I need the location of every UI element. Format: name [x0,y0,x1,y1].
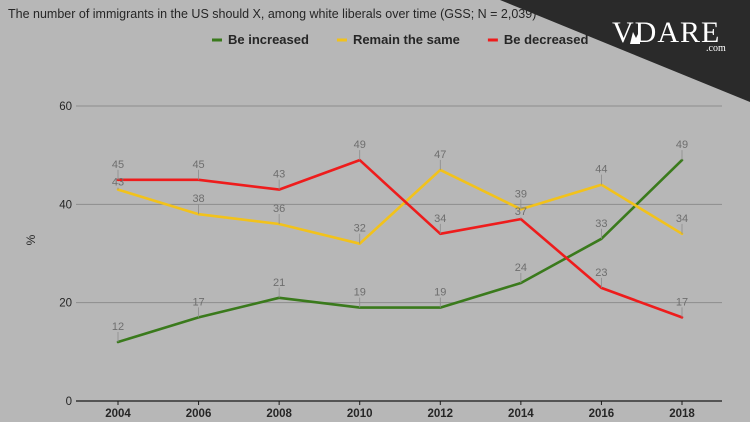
x-tick-label: 2018 [669,408,695,420]
x-tick-label: 2006 [186,408,212,420]
x-tick-label: 2014 [508,408,534,420]
vdare-logo: VDARE .com [500,0,750,102]
x-tick-label: 2010 [347,408,373,420]
legend: Be increased Remain the same Be decreased [212,32,588,47]
series-line-be-decreased [116,158,684,319]
data-label: 37 [515,206,527,218]
data-label: 21 [273,277,285,289]
x-tick-label: 2012 [427,408,453,420]
data-label: 34 [434,213,446,225]
data-label: 17 [676,296,688,308]
data-label: 23 [595,267,607,279]
data-label: 24 [515,262,527,274]
data-label: 43 [273,169,285,181]
legend-label-be-increased: Be increased [228,32,309,47]
data-label: 38 [192,193,204,205]
data-label: 17 [192,296,204,308]
data-label: 36 [273,203,285,215]
chart-title: The number of immigrants in the US shoul… [8,7,536,21]
legend-label-remain-the-same: Remain the same [353,32,460,47]
data-label: 33 [595,218,607,230]
y-tick-label: 0 [66,396,72,408]
logo-corner-background [500,0,750,102]
series-line-be-increased [116,158,684,344]
fox-silhouette-icon [630,30,640,44]
y-tick-label: 40 [59,199,72,211]
axes: 2004 2006 2008 2010 2012 2014 2016 2018 [76,400,722,420]
legend-label-be-decreased: Be decreased [504,32,589,47]
y-tick-label: 60 [59,101,72,113]
data-label: 47 [434,149,446,161]
y-axis-label: % [24,234,38,245]
data-label: 49 [354,139,366,151]
data-label: 12 [112,321,124,333]
data-label: 43 [112,177,124,189]
series-lines [116,158,684,344]
x-tick-label: 2008 [266,408,292,420]
y-tick-label: 20 [59,298,72,310]
data-label: 44 [595,164,607,176]
data-label: 19 [434,287,446,299]
data-label: 34 [676,213,688,225]
logo-text: VDARE [612,16,720,49]
data-label: 32 [354,223,366,235]
data-label: 39 [515,188,527,200]
logo-domain: .com [706,43,726,54]
data-label: 45 [112,159,124,171]
data-label: 49 [676,139,688,151]
data-labels: 12 43 45 17 38 45 21 36 43 19 32 49 19 47 34 24 39 37 33 44… [112,139,688,342]
gridlines: 0 20 40 60 [59,101,722,408]
series-line-remain-the-same [116,168,684,245]
x-tick-label: 2004 [105,408,131,420]
data-label: 19 [354,287,366,299]
x-tick-label: 2016 [589,408,615,420]
data-label: 45 [192,159,204,171]
